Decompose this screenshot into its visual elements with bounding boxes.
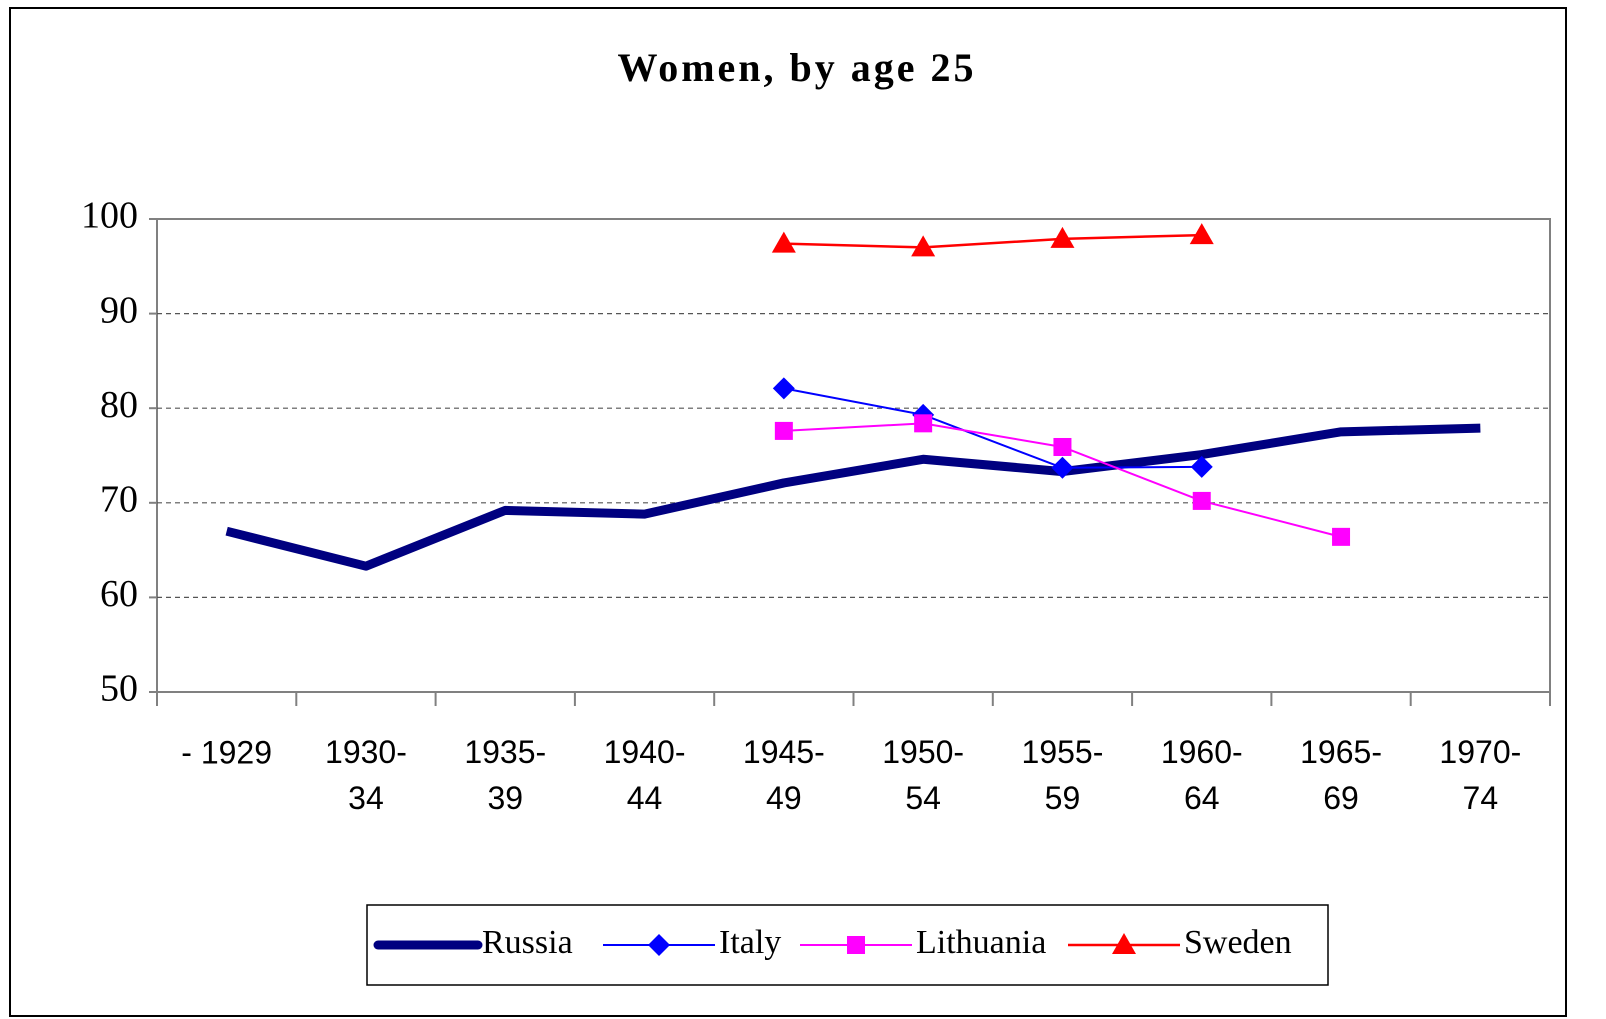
data-point bbox=[911, 235, 936, 257]
x-tick-label: 1945-49 bbox=[743, 734, 825, 816]
data-point bbox=[1190, 455, 1213, 478]
x-tick-label: 1940-44 bbox=[604, 734, 686, 816]
data-point bbox=[1192, 491, 1211, 510]
x-tick-label: - 1929 bbox=[181, 734, 272, 770]
series-line bbox=[225, 423, 1481, 571]
x-tick-label: 1935-39 bbox=[464, 734, 546, 816]
chart-border bbox=[9, 7, 1567, 1017]
series-line bbox=[783, 387, 1202, 469]
data-point bbox=[774, 421, 793, 440]
data-point bbox=[1053, 437, 1072, 456]
data-point bbox=[914, 414, 933, 433]
x-tick-label: 1950-54 bbox=[882, 734, 964, 816]
y-tick-label: 90 bbox=[100, 289, 138, 331]
series-line bbox=[783, 233, 1202, 249]
legend-label: Italy bbox=[719, 924, 781, 961]
legend-marker bbox=[648, 934, 670, 956]
y-tick-label: 70 bbox=[100, 479, 138, 521]
data-point bbox=[772, 377, 795, 400]
y-tick-label: 60 bbox=[100, 573, 138, 615]
data-point bbox=[771, 231, 796, 253]
y-tick-label: 80 bbox=[100, 384, 138, 426]
y-tick-label: 100 bbox=[81, 195, 138, 237]
legend-marker bbox=[847, 936, 865, 954]
x-tick-label: 1960-64 bbox=[1161, 734, 1243, 816]
x-tick-label: 1970-74 bbox=[1439, 734, 1521, 816]
legend-label: Lithuania bbox=[916, 924, 1046, 961]
x-tick-label: 1965-69 bbox=[1300, 734, 1382, 816]
legend-label: Sweden bbox=[1184, 924, 1292, 961]
chart-title: Women, by age 25 bbox=[617, 45, 976, 90]
legend-marker bbox=[1112, 933, 1136, 954]
data-point bbox=[1051, 456, 1074, 479]
x-tick-label: 1955-59 bbox=[1022, 734, 1104, 816]
legend-label: Russia bbox=[482, 924, 573, 961]
data-point bbox=[1189, 223, 1214, 245]
data-point bbox=[1332, 527, 1351, 546]
y-tick-label: 50 bbox=[100, 668, 138, 710]
data-point bbox=[1050, 226, 1075, 248]
x-tick-label: 1930-34 bbox=[325, 734, 407, 816]
